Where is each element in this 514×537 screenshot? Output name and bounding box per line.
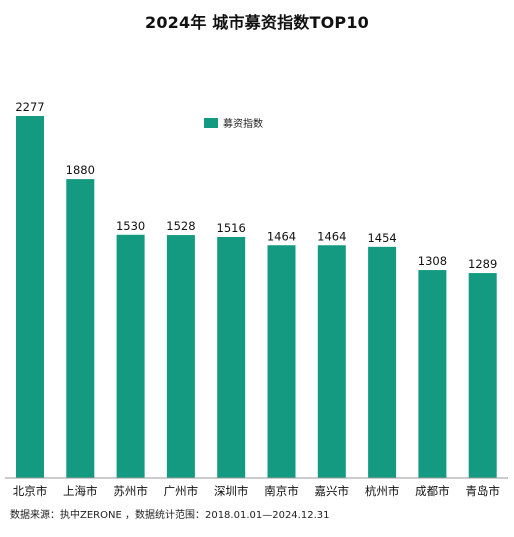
bar-3 xyxy=(116,234,145,478)
legend: 募资指数 xyxy=(204,115,263,130)
category-label-8: 杭州市 xyxy=(365,484,400,498)
category-label-4: 广州市 xyxy=(164,484,199,498)
legend-swatch xyxy=(204,117,218,128)
bar-9 xyxy=(418,270,447,478)
legend-label: 募资指数 xyxy=(223,119,263,130)
data-label-2: 1880 xyxy=(66,163,95,177)
data-label-6: 1464 xyxy=(267,229,296,243)
category-label-10: 青岛市 xyxy=(465,484,500,498)
bar-8 xyxy=(368,246,397,478)
bar-6 xyxy=(267,245,296,478)
category-label-2: 上海市 xyxy=(63,484,98,498)
bar-2 xyxy=(66,179,95,478)
category-label-9: 成都市 xyxy=(415,484,450,498)
bar-10 xyxy=(468,273,497,478)
source-note: 数据来源：执中ZERONE ，数据统计范围：2018.01.01—2024.12… xyxy=(10,510,330,521)
data-label-1: 2277 xyxy=(15,100,44,114)
category-label-7: 嘉兴市 xyxy=(315,484,350,498)
data-label-9: 1308 xyxy=(418,254,447,268)
bar-7 xyxy=(317,245,346,478)
data-label-7: 1464 xyxy=(317,229,346,243)
data-label-5: 1516 xyxy=(217,221,246,235)
bar-1 xyxy=(16,116,44,478)
bars-group: 2277 北京市 1880 上海市 1530 苏州市 1528 广州市 1516 深圳市 1464 南… xyxy=(13,100,500,498)
chart-title: 2024年 城市募资指数TOP10 xyxy=(144,13,369,32)
data-label-10: 1289 xyxy=(468,257,497,271)
bar-4 xyxy=(166,235,195,478)
data-label-4: 1528 xyxy=(166,219,195,233)
category-label-5: 深圳市 xyxy=(214,484,249,498)
data-label-3: 1530 xyxy=(116,219,145,233)
data-label-8: 1454 xyxy=(367,231,396,245)
category-label-6: 南京市 xyxy=(264,484,299,498)
category-label-3: 苏州市 xyxy=(113,484,148,498)
category-label-1: 北京市 xyxy=(13,484,48,498)
bar-5 xyxy=(217,236,246,478)
